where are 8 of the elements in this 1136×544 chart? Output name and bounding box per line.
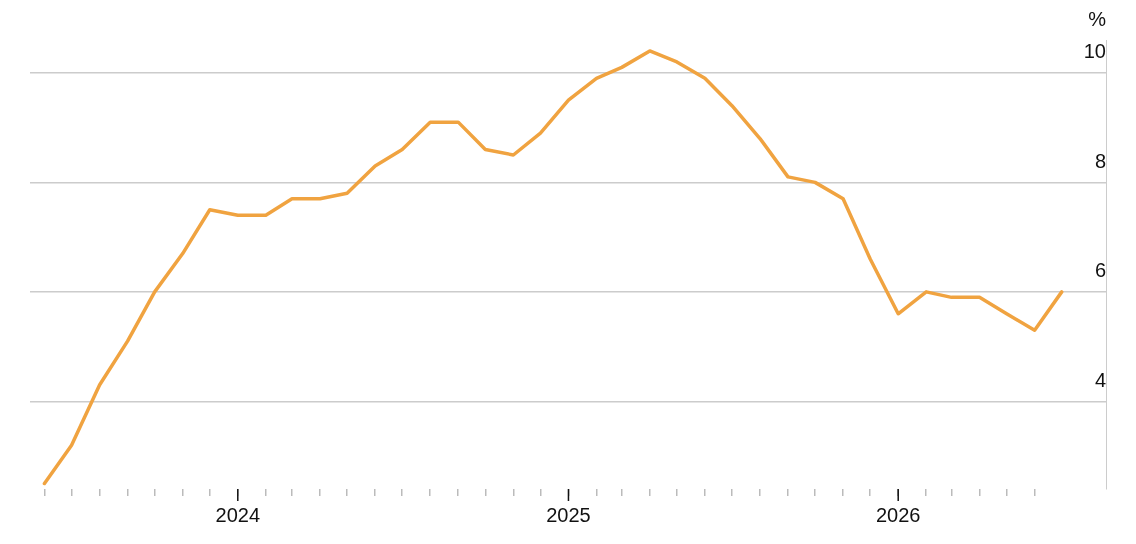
y-tick-label: 4 — [1094, 368, 1106, 391]
x-tick-label: 2024 — [215, 503, 261, 526]
x-tick-label: 2025 — [546, 503, 591, 526]
x-tick-label: 2026 — [875, 503, 921, 526]
y-axis-title: % — [1088, 7, 1107, 30]
y-tick-label: 10 — [1083, 40, 1106, 63]
y-tick-label: 6 — [1094, 259, 1106, 282]
y-tick-label: 8 — [1094, 149, 1106, 172]
